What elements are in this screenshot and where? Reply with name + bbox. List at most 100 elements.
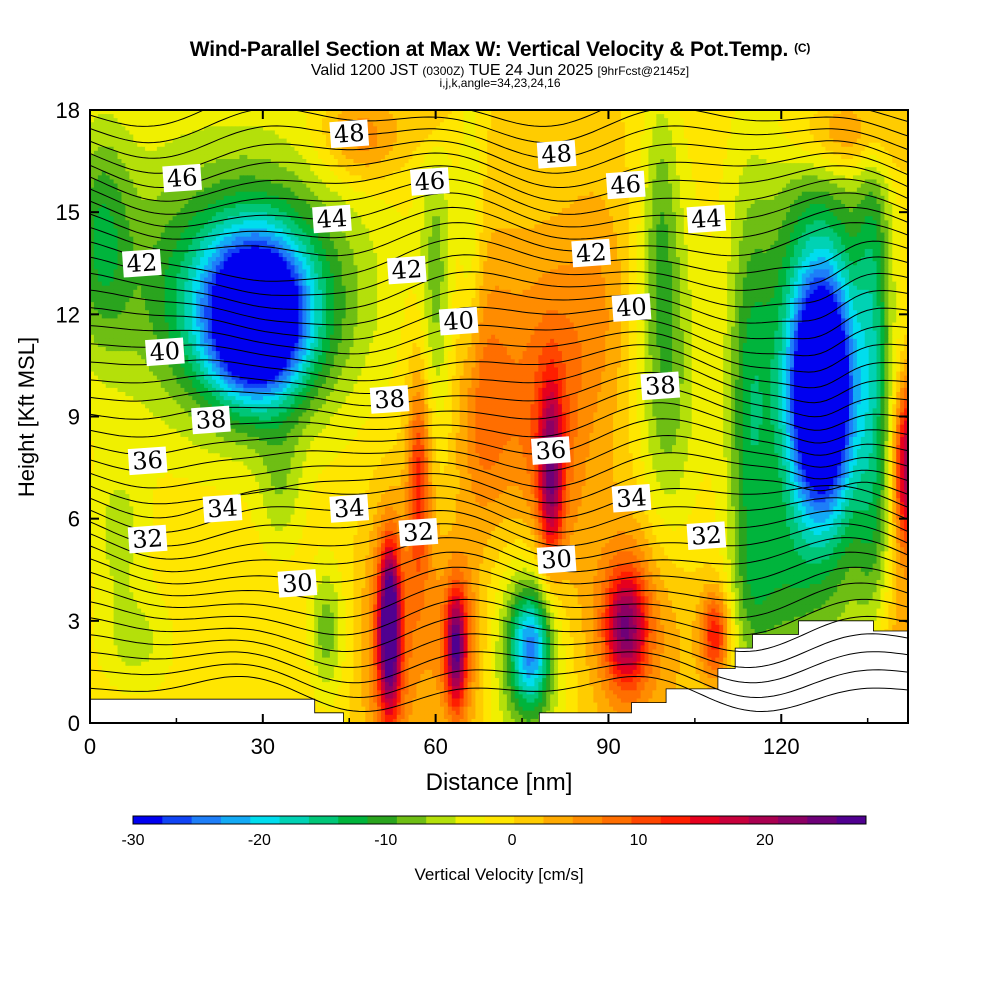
theta-label-text: 46 [166,163,198,193]
colorbar-tick-label: -20 [248,832,271,849]
isentrope-line [90,452,908,489]
theta-label-text: 42 [126,248,158,278]
isentrope-line [90,676,908,713]
colorbar-swatch [602,816,632,824]
theta-label-box [127,446,168,476]
theta-label-text: 32 [131,524,163,554]
theta-label-text: 32 [690,521,722,551]
isentrope-line [90,537,908,573]
isentrope-line [90,178,908,215]
x-tick-label: 0 [84,734,96,759]
theta-label-box [410,167,450,196]
theta-label: 30 [277,568,318,598]
theta-label-box [329,119,370,149]
isentrope-line [90,615,908,653]
colorbar-swatch [690,816,720,824]
y-tick-label: 18 [56,98,80,123]
y-tick-label: 0 [68,711,80,736]
isentrope-line [90,125,908,159]
theta-label-text: 34 [206,493,238,523]
theta-label: 36 [127,446,168,476]
isentrope-line [90,254,908,296]
y-tick-label: 6 [68,507,80,532]
colorbar-swatch [396,816,427,824]
colorbar-swatch [836,816,867,824]
theta-label-box [277,569,318,598]
theta-label: 42 [386,255,427,285]
colorbar-frame [132,815,867,825]
isentrope-line [90,344,908,389]
isentrope-line [90,306,908,341]
isentrope-line [90,434,908,473]
colorbar-swatch [426,816,457,824]
theta-label-box [611,293,652,322]
colorbar-swatch [748,816,779,824]
x-tick-label: 90 [596,734,620,759]
theta-label-text: 40 [442,306,474,336]
isentrope-line [90,566,908,601]
isentrope-line [90,651,908,684]
theta-label-box [605,170,646,200]
colorbar-swatch [308,816,339,824]
theta-label: 30 [536,545,577,575]
forecast-info: [9hrFcst@2145z] [598,64,690,78]
x-tick-label: 60 [423,734,447,759]
isentrope-line [90,192,908,228]
theta-label-box [536,139,577,169]
isentrope-line [90,551,908,585]
colorbar-swatch [484,816,515,824]
colorbar-swatch [514,816,544,824]
isentrope-line [90,110,908,144]
theta-label: 40 [145,337,185,367]
colorbar-swatch [279,816,310,824]
theta-label: 38 [640,371,681,401]
grid-indices: i,j,k,angle=34,23,24,16 [0,76,1000,90]
theta-label: 36 [530,436,571,466]
theta-label-text: 32 [402,517,434,547]
theta-label-text: 34 [333,493,365,523]
colorbar-label: Vertical Velocity [cm/s] [414,865,583,884]
theta-label-box [536,545,577,574]
colorbar-swatch [338,816,369,824]
colorbar-swatch [631,816,662,824]
theta-label-box [121,248,162,278]
theta-label-text: 34 [615,483,647,513]
theta-label-text: 38 [195,405,227,435]
colorbar-tick-label: 10 [630,832,648,849]
theta-label-text: 42 [391,255,423,285]
isentrope-line [90,331,908,373]
theta-label: 42 [121,248,162,278]
isentrope-line [90,509,908,547]
theta-label-box [438,306,479,336]
isentrope-line [90,663,908,699]
colorbar-swatch [220,816,251,824]
theta-label-box [640,371,681,401]
theta-label-text: 40 [149,337,181,367]
theta-label-text: 46 [610,170,642,200]
isentrope-line [90,418,908,456]
theta-label-text: 48 [540,139,572,169]
theta-label: 46 [410,166,450,197]
theta-label: 46 [162,163,203,193]
chart-title-text: Wind-Parallel Section at Max W: Vertical… [190,38,789,61]
isentrope-line [90,357,908,404]
theta-label-text: 48 [333,119,365,149]
theta-label-box [686,204,727,234]
colorbar-swatch [660,816,691,824]
theta-label: 32 [398,517,439,547]
theta-label-box [127,524,168,554]
theta-label-text: 44 [690,204,722,234]
chart-title: Wind-Parallel Section at Max W: Vertical… [0,38,1000,62]
colorbar-tick-label: 0 [508,832,517,849]
colorbar-swatch [719,816,750,824]
theta-label-text: 38 [373,384,405,414]
theta-label-text: 42 [575,238,607,268]
theta-label: 44 [312,204,352,234]
colorbar-swatch [133,816,163,824]
isentrope-line [90,371,908,418]
theta-label: 34 [611,483,652,513]
theta-label-box [398,517,439,547]
theta-label: 42 [571,238,612,268]
